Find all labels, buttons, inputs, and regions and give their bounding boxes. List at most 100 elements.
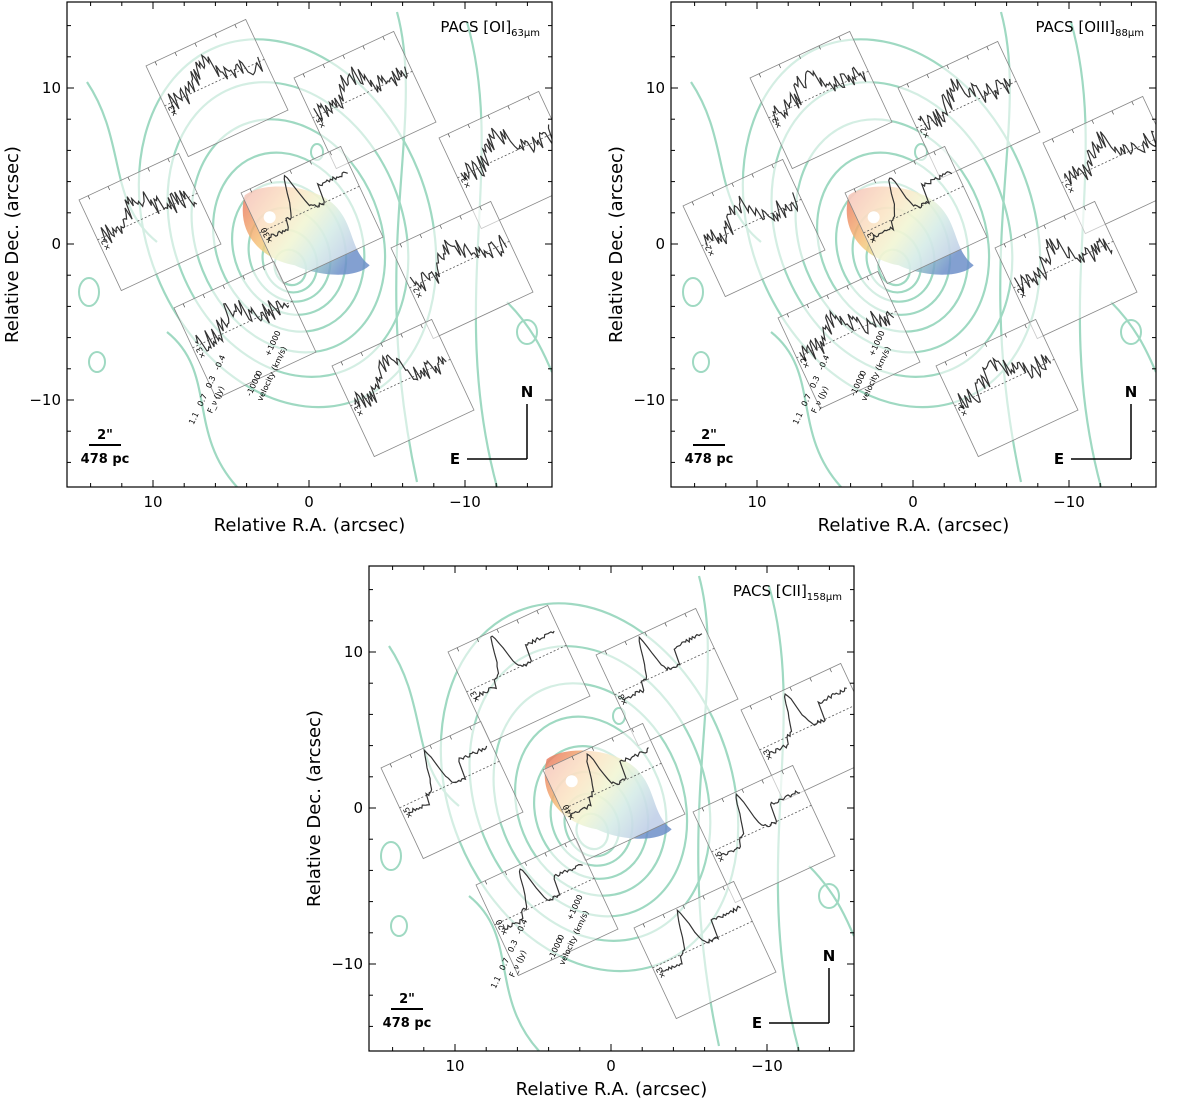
y-tick-label: 10: [42, 79, 61, 97]
plot-area: ×3×5×3×2 ×30×2×3×31.10.70.3-0.4F_ν (Jy) -1…: [2, 1, 553, 536]
inset-tick: [456, 647, 460, 652]
inset-tick: [516, 619, 519, 624]
compass-north-label: N: [1125, 383, 1138, 401]
inset-tick: [611, 737, 614, 742]
spectrum-inset: ×2: [935, 318, 1079, 458]
inset-tick: [527, 96, 530, 101]
inset-tick: [214, 33, 217, 38]
inset-tick: [644, 631, 647, 636]
inset-tick: [806, 304, 810, 309]
plot-area: ×2×2×2×2×3×2×2×21.10.70.3-0.4F_ν (Jy) -10…: [606, 1, 1157, 536]
spectrum-line: [569, 747, 649, 817]
velocity-tick-label: 0: [254, 369, 264, 377]
inset-frame: [390, 200, 534, 340]
contour-island: [380, 841, 402, 871]
inset-tick: [87, 195, 91, 200]
inset-tick: [642, 923, 646, 928]
plot-area: ×3 ×8×3×5 ×40×5×20×31.10.70.3-0.4F_ν (Jy) -…: [304, 565, 855, 1100]
inset-tick: [504, 871, 508, 876]
inset-frame: [595, 607, 739, 747]
panel-oi-svg: ×3×5×3×2 ×30×2×3×31.10.70.3-0.4F_ν (Jy) -1…: [2, 1, 553, 536]
spectrum-line: [501, 863, 583, 930]
contour-line: [808, 865, 854, 937]
spectrum-line: [718, 790, 801, 857]
y-tick-label: −10: [29, 391, 61, 409]
inset-tick: [684, 613, 687, 618]
spectrum-line: [1013, 237, 1113, 294]
scale-bar-label: 2": [399, 992, 415, 1007]
contour-island: [88, 351, 106, 373]
inset-tick: [1003, 243, 1007, 248]
inset-tick: [771, 164, 774, 169]
panel-title: PACS [CII]158μm: [733, 582, 842, 603]
panel-title: PACS [OI]63μm: [440, 18, 540, 39]
spectrum-line: [354, 354, 447, 408]
spectrum-line: [767, 687, 847, 756]
inset-frame: [380, 720, 524, 860]
inset-tick: [409, 754, 413, 759]
x-axis-title: Relative R.A. (arcsec): [214, 515, 406, 536]
inset-tick: [242, 275, 245, 280]
contour-line: [166, 331, 238, 487]
spectrum-inset: ×3: [844, 145, 988, 285]
spectrum-line: [1064, 130, 1156, 185]
inset-tick: [147, 167, 150, 172]
contour-island: [692, 351, 710, 373]
spectrum-line: [167, 53, 264, 113]
inset-frame: [145, 18, 289, 158]
spectrum-line: [872, 171, 953, 240]
inset-frame: [740, 662, 854, 802]
panel-title-main: PACS [CII]: [733, 582, 807, 600]
inset-tick: [269, 179, 273, 184]
velocity-tick-label: 0: [556, 933, 566, 941]
inset-frame: [633, 880, 777, 1020]
contour-island: [390, 915, 408, 937]
inset-frame: [692, 764, 836, 904]
x-tick-label: 0: [304, 493, 314, 511]
spectrum-inset: ×2: [749, 30, 893, 170]
inset-tick: [469, 726, 472, 731]
inset-frame: [682, 158, 826, 298]
spectrum-inset: ×3: [438, 90, 552, 230]
spectrum-inset: ×3: [331, 318, 475, 458]
inset-tick: [1023, 234, 1027, 239]
inset-tick: [778, 64, 782, 69]
spectrum-line: [100, 190, 198, 244]
inset-tick: [154, 61, 158, 66]
inset-tick: [262, 266, 265, 271]
spectrum-line: [621, 633, 703, 701]
contour-line: [468, 895, 540, 1051]
spectrum-line: [267, 171, 348, 240]
inset-tick: [786, 313, 790, 318]
inset-tick: [701, 807, 705, 812]
inset-tick: [906, 83, 910, 88]
inset-tick: [964, 352, 968, 357]
spectrum-line: [195, 299, 290, 352]
inset-tick: [944, 361, 948, 366]
inset-tick: [564, 843, 567, 848]
inset-tick: [467, 124, 471, 129]
spectrum-line: [474, 630, 555, 699]
inset-tick: [798, 54, 801, 59]
inset-frame: [447, 604, 591, 744]
inset-tick: [449, 735, 452, 740]
inset-frame: [844, 145, 988, 285]
spectrum-inset: ×2: [78, 152, 222, 292]
inset-tick: [459, 215, 462, 220]
spectrum-line: [407, 745, 488, 814]
inset-tick: [624, 641, 628, 646]
inset-tick: [604, 650, 608, 655]
inset-tick: [829, 668, 832, 673]
spectrum-inset: ×20: [475, 837, 619, 977]
inset-tick: [439, 224, 442, 229]
inset-tick: [809, 677, 812, 682]
y-tick-label: 0: [655, 235, 665, 253]
inset-tick: [479, 206, 482, 211]
inset-frame: [1042, 95, 1156, 235]
inset-frame: [240, 145, 384, 285]
velocity-tick-label: 0: [858, 369, 868, 377]
spectrum-line: [703, 192, 798, 247]
inset-frame: [897, 40, 1041, 180]
contour-line: [506, 301, 552, 373]
flux-tick-label: 1.1: [187, 411, 201, 426]
